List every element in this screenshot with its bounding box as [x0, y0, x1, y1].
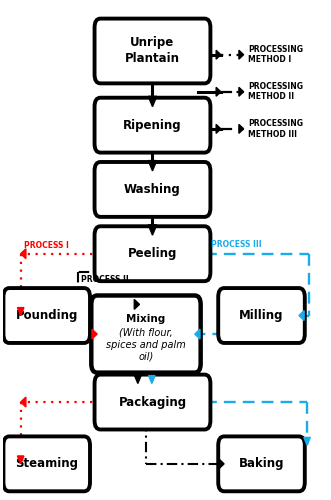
Polygon shape: [148, 160, 157, 171]
Text: Pounding: Pounding: [16, 309, 78, 322]
FancyBboxPatch shape: [95, 98, 211, 152]
Text: PROCESSING
METHOD III: PROCESSING METHOD III: [249, 119, 304, 139]
FancyBboxPatch shape: [218, 288, 305, 343]
FancyBboxPatch shape: [3, 288, 90, 343]
Polygon shape: [18, 308, 24, 316]
Polygon shape: [239, 50, 244, 59]
Text: Milling: Milling: [239, 309, 284, 322]
Text: (With flour,
spices and palm
oil): (With flour, spices and palm oil): [106, 328, 186, 362]
Polygon shape: [21, 249, 26, 258]
Text: PROCESS II: PROCESS II: [81, 274, 129, 283]
Polygon shape: [134, 300, 139, 310]
FancyBboxPatch shape: [95, 18, 211, 84]
Text: Mixing: Mixing: [126, 314, 166, 324]
Polygon shape: [216, 50, 221, 59]
Polygon shape: [18, 456, 24, 464]
Polygon shape: [195, 329, 200, 339]
Text: PROCESS III: PROCESS III: [211, 240, 262, 249]
Polygon shape: [149, 376, 155, 384]
FancyBboxPatch shape: [3, 436, 90, 492]
Polygon shape: [148, 96, 157, 106]
FancyBboxPatch shape: [95, 162, 211, 217]
Polygon shape: [219, 459, 224, 469]
Polygon shape: [304, 438, 310, 446]
FancyBboxPatch shape: [218, 436, 305, 492]
Text: PROCESS I: PROCESS I: [24, 241, 69, 250]
Text: Baking: Baking: [239, 458, 284, 470]
Text: Unripe
Plantain: Unripe Plantain: [125, 36, 180, 66]
Polygon shape: [216, 124, 221, 134]
Polygon shape: [216, 88, 221, 96]
Text: Peeling: Peeling: [128, 247, 177, 260]
Text: Washing: Washing: [124, 183, 181, 196]
FancyBboxPatch shape: [95, 374, 211, 430]
Polygon shape: [21, 397, 26, 407]
Polygon shape: [239, 88, 244, 96]
Text: PROCESSING
METHOD I: PROCESSING METHOD I: [249, 45, 304, 64]
Polygon shape: [239, 124, 244, 134]
Polygon shape: [299, 310, 304, 320]
Text: Packaging: Packaging: [118, 396, 187, 408]
FancyBboxPatch shape: [91, 296, 201, 372]
FancyBboxPatch shape: [95, 226, 211, 281]
Text: PROCESSING
METHOD II: PROCESSING METHOD II: [249, 82, 304, 102]
Text: Ripening: Ripening: [123, 118, 182, 132]
Polygon shape: [135, 376, 141, 384]
Polygon shape: [92, 329, 97, 339]
Text: Steaming: Steaming: [15, 458, 78, 470]
Polygon shape: [148, 225, 157, 235]
